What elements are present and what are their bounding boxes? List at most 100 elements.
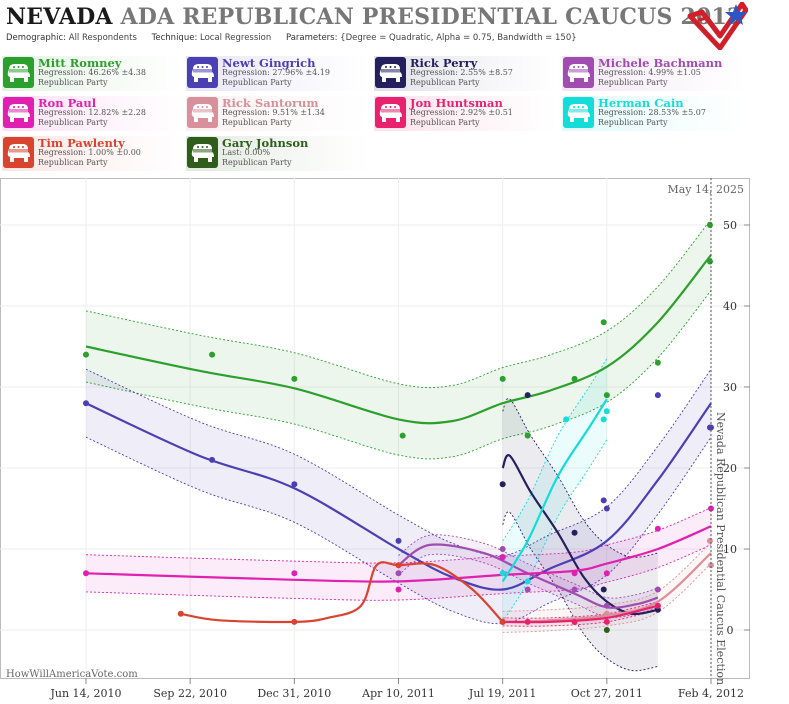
x-tick-label: Jul 19, 2011 [468,687,537,700]
candidate-party: Republican Party [410,118,480,127]
poll-point[interactable] [499,554,506,561]
candidate-name: Newt Gingrich [222,56,316,70]
candidate-card[interactable]: Herman Cain Regression: 28.53% ±5.07 Repub… [562,96,746,131]
band-upper-line [85,219,712,389]
y-tick-label: 50 [723,219,737,232]
elephant-icon [563,57,594,88]
poll-point[interactable] [291,570,298,577]
poll-point[interactable] [603,602,610,609]
poll-point[interactable] [395,537,402,544]
poll-point[interactable] [603,618,610,625]
poll-point[interactable] [499,375,506,382]
poll-point[interactable] [499,570,506,577]
poll-point[interactable] [177,610,184,617]
candidate-regression: Regression: 4.99% ±1.05 [598,68,701,77]
poll-point[interactable] [395,562,402,569]
candidate-card[interactable]: Newt Gingrich Regression: 27.96% ±4.19 Rep… [186,56,370,91]
candidate-card[interactable]: Gary Johnson Last: 0.00% Republican Party [186,136,370,171]
poll-point[interactable] [209,351,216,358]
poll-point[interactable] [603,570,610,577]
candidate-card[interactable]: Mitt Romney Regression: 46.26% ±4.38 Repub… [2,56,186,91]
candidate-name: Tim Pawlenty [38,136,125,150]
poll-point[interactable] [395,570,402,577]
series-line [180,561,504,624]
poll-point[interactable] [395,586,402,593]
candidate-party: Republican Party [222,118,292,127]
plot-area [83,219,714,672]
poll-point[interactable] [600,497,607,504]
poll-point[interactable] [399,432,406,439]
poll-point[interactable] [708,562,714,569]
poll-point[interactable] [654,359,661,366]
candidate-party: Republican Party [222,158,292,167]
poll-point[interactable] [603,505,610,512]
poll-point[interactable] [600,586,607,593]
candidate-party: Republican Party [38,158,108,167]
poll-point[interactable] [291,375,298,382]
candidate-regression: Regression: 28.53% ±5.07 [598,108,706,117]
poll-point[interactable] [571,570,578,577]
candidate-card[interactable]: Michele Bachmann Regression: 4.99% ±1.05 R… [562,56,746,91]
candidate-card[interactable]: Ron Paul Regression: 12.82% ±2.28 Republic… [2,96,186,131]
poll-point[interactable] [600,319,607,326]
candidate-regression: Regression: 46.26% ±4.38 [38,68,146,77]
candidate-regression: Regression: 2.92% ±0.51 [410,108,513,117]
elephant-icon [375,57,406,88]
poll-point[interactable] [524,432,531,439]
poll-point[interactable] [600,416,607,423]
poll-point[interactable] [524,392,531,399]
poll-point[interactable] [291,618,298,625]
poll-point[interactable] [708,505,714,512]
poll-point[interactable] [654,525,661,532]
poll-point[interactable] [83,351,89,358]
candidate-name: Rick Perry [410,56,478,70]
technique-label: Technique: [151,33,198,43]
poll-point[interactable] [654,602,661,609]
poll-point[interactable] [571,375,578,382]
poll-point[interactable] [524,586,531,593]
series-line [502,604,659,624]
x-tick-label: Sep 22, 2010 [153,687,227,700]
band-upper-line [398,534,659,599]
candidate-party: Republican Party [410,78,480,87]
poll-point[interactable] [706,537,713,544]
candidate-party: Republican Party [222,78,292,87]
poll-point[interactable] [603,610,610,617]
poll-point[interactable] [83,570,89,577]
candidate-party: Republican Party [38,118,108,127]
elephant-icon [3,97,34,128]
poll-point[interactable] [654,586,661,593]
poll-point[interactable] [499,618,506,625]
elephant-icon [187,137,218,168]
poll-point[interactable] [524,618,531,625]
poll-point[interactable] [654,392,661,399]
poll-point[interactable] [563,416,570,423]
demographic-value: All Respondents [68,33,137,43]
confidence-band [502,358,607,622]
candidate-name: Mitt Romney [38,56,122,70]
poll-point[interactable] [603,392,610,399]
candidate-card[interactable]: Tim Pawlenty Regression: 1.00% ±0.00 Repub… [2,136,186,171]
candidate-card[interactable]: Jon Huntsman Regression: 2.92% ±0.51 Repub… [374,96,558,131]
poll-point[interactable] [524,578,531,585]
poll-point[interactable] [571,586,578,593]
poll-point[interactable] [83,400,89,407]
poll-point[interactable] [291,481,298,488]
title-state: NEVADA [6,4,113,30]
poll-point[interactable] [209,456,216,463]
poll-point[interactable] [571,529,578,536]
candidate-card[interactable]: Rick Perry Regression: 2.55% ±8.57 Republi… [374,56,558,91]
technique-value: Local Regression [200,33,272,43]
poll-point[interactable] [603,627,610,633]
candidate-card[interactable]: Rick Santorum Regression: 9.51% ±1.34 Repu… [186,96,370,131]
poll-point[interactable] [603,408,610,415]
band-lower-line [85,436,712,625]
poll-point[interactable] [571,618,578,625]
y-tick-label: 20 [723,462,737,475]
poll-point[interactable] [499,481,506,488]
poll-point[interactable] [706,222,713,228]
poll-point[interactable] [499,546,506,552]
logo [686,1,749,51]
poll-point[interactable] [706,258,713,265]
elephant-icon [3,57,34,88]
